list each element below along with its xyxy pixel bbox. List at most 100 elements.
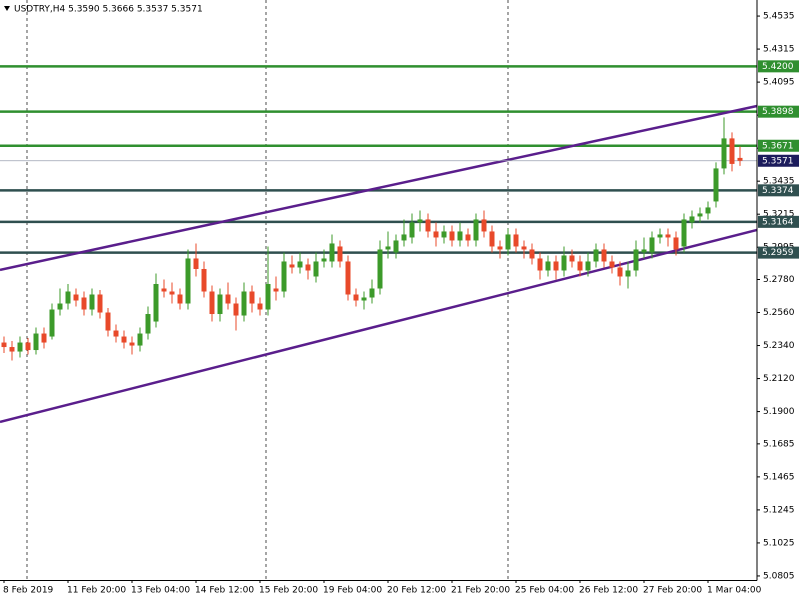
y-tick-label: 5.1465 bbox=[763, 472, 795, 482]
x-tick-label: 1 Mar 04:00 bbox=[707, 586, 762, 596]
y-tick-label: 5.1245 bbox=[763, 505, 795, 515]
candle-body bbox=[617, 267, 623, 277]
candle-body bbox=[25, 342, 31, 351]
candle-body bbox=[721, 138, 727, 169]
level-label-box bbox=[758, 246, 799, 259]
x-tick-label: 27 Feb 20:00 bbox=[643, 586, 702, 596]
candle-body bbox=[193, 258, 199, 269]
y-tick-label: 5.4095 bbox=[763, 78, 795, 88]
level-label-box bbox=[758, 60, 799, 73]
candle-body bbox=[561, 255, 567, 271]
candle-body bbox=[73, 294, 79, 301]
y-tick-label: 5.4535 bbox=[763, 12, 795, 22]
x-tick-label: 13 Feb 04:00 bbox=[131, 586, 190, 596]
candle-body bbox=[145, 314, 151, 334]
candle-body bbox=[521, 246, 527, 250]
x-tick-label: 15 Feb 20:00 bbox=[259, 586, 318, 596]
candle-body bbox=[729, 138, 735, 164]
candle-body bbox=[601, 249, 607, 262]
candle-body bbox=[345, 261, 351, 295]
symbol-menu-arrow bbox=[4, 6, 10, 11]
level-label: 5.2959 bbox=[762, 248, 794, 258]
candle-body bbox=[697, 213, 703, 217]
candle-body bbox=[353, 294, 359, 301]
candle-body bbox=[97, 294, 103, 313]
candle-body bbox=[9, 347, 15, 352]
candle-body bbox=[649, 237, 655, 253]
candle-body bbox=[489, 231, 495, 247]
candle-body bbox=[657, 234, 663, 238]
candle-body bbox=[129, 342, 135, 346]
level-label: 5.4200 bbox=[762, 62, 794, 72]
candle-body bbox=[625, 270, 631, 277]
candle-body bbox=[49, 309, 55, 337]
candle-body bbox=[209, 291, 215, 315]
candle-body bbox=[497, 246, 503, 250]
candle-body bbox=[417, 219, 423, 223]
candle-body bbox=[665, 234, 671, 238]
candle-body bbox=[401, 234, 407, 241]
candle-body bbox=[185, 258, 191, 304]
candle-body bbox=[529, 249, 535, 259]
candle-body bbox=[233, 303, 239, 316]
candle-body bbox=[441, 231, 447, 238]
level-label: 5.3671 bbox=[762, 141, 794, 151]
candle-body bbox=[249, 291, 255, 304]
candle-body bbox=[305, 264, 311, 271]
candle-body bbox=[409, 222, 415, 238]
candle-body bbox=[569, 255, 575, 262]
candle-body bbox=[593, 249, 599, 262]
candle-body bbox=[217, 294, 223, 315]
candle-body bbox=[313, 261, 319, 277]
candle-body bbox=[1, 342, 7, 348]
y-tick-label: 5.4315 bbox=[763, 45, 795, 55]
candle-body bbox=[449, 231, 455, 241]
candle-body bbox=[57, 303, 63, 310]
y-tick-label: 5.3215 bbox=[763, 210, 795, 220]
candle-body bbox=[369, 288, 375, 298]
candle-body bbox=[241, 291, 247, 316]
chart-title: USDTRY,H4 5.3590 5.3666 5.3537 5.3571 bbox=[14, 5, 203, 15]
x-tick-label: 14 Feb 12:00 bbox=[195, 586, 254, 596]
level-label-box bbox=[758, 105, 799, 118]
candle-body bbox=[177, 294, 183, 304]
y-tick-label: 5.2340 bbox=[763, 341, 795, 351]
candle-body bbox=[585, 261, 591, 271]
price-label: 5.3571 bbox=[762, 156, 794, 166]
candle-body bbox=[265, 283, 271, 310]
candle-body bbox=[537, 258, 543, 271]
candle-body bbox=[329, 243, 335, 262]
candle-body bbox=[689, 216, 695, 223]
candle-body bbox=[201, 268, 207, 292]
candle-body bbox=[225, 294, 231, 304]
candle-body bbox=[281, 261, 287, 292]
candle-body bbox=[473, 219, 479, 241]
candle-body bbox=[433, 231, 439, 238]
candle-body bbox=[113, 330, 119, 337]
x-tick-label: 20 Feb 12:00 bbox=[387, 586, 446, 596]
candle-body bbox=[577, 261, 583, 271]
candle-body bbox=[153, 283, 159, 322]
candle-body bbox=[609, 261, 615, 268]
candle-body bbox=[361, 297, 367, 301]
x-tick-label: 21 Feb 20:00 bbox=[451, 586, 510, 596]
candle-body bbox=[681, 219, 687, 247]
candle-body bbox=[161, 288, 167, 292]
candle-body bbox=[673, 237, 679, 250]
candle-body bbox=[705, 207, 711, 214]
candle-body bbox=[553, 261, 559, 271]
candle-body bbox=[377, 249, 383, 289]
candle-body bbox=[481, 219, 487, 232]
candle-body bbox=[273, 288, 279, 292]
candle-body bbox=[513, 234, 519, 247]
candle-body bbox=[65, 291, 71, 304]
level-label: 5.3374 bbox=[762, 186, 794, 196]
plot-area bbox=[0, 65, 758, 424]
candle-body bbox=[505, 234, 511, 250]
y-tick-label: 5.1025 bbox=[763, 538, 795, 548]
candle-body bbox=[337, 246, 343, 262]
candle-body bbox=[465, 234, 471, 241]
candle-body bbox=[105, 312, 111, 331]
